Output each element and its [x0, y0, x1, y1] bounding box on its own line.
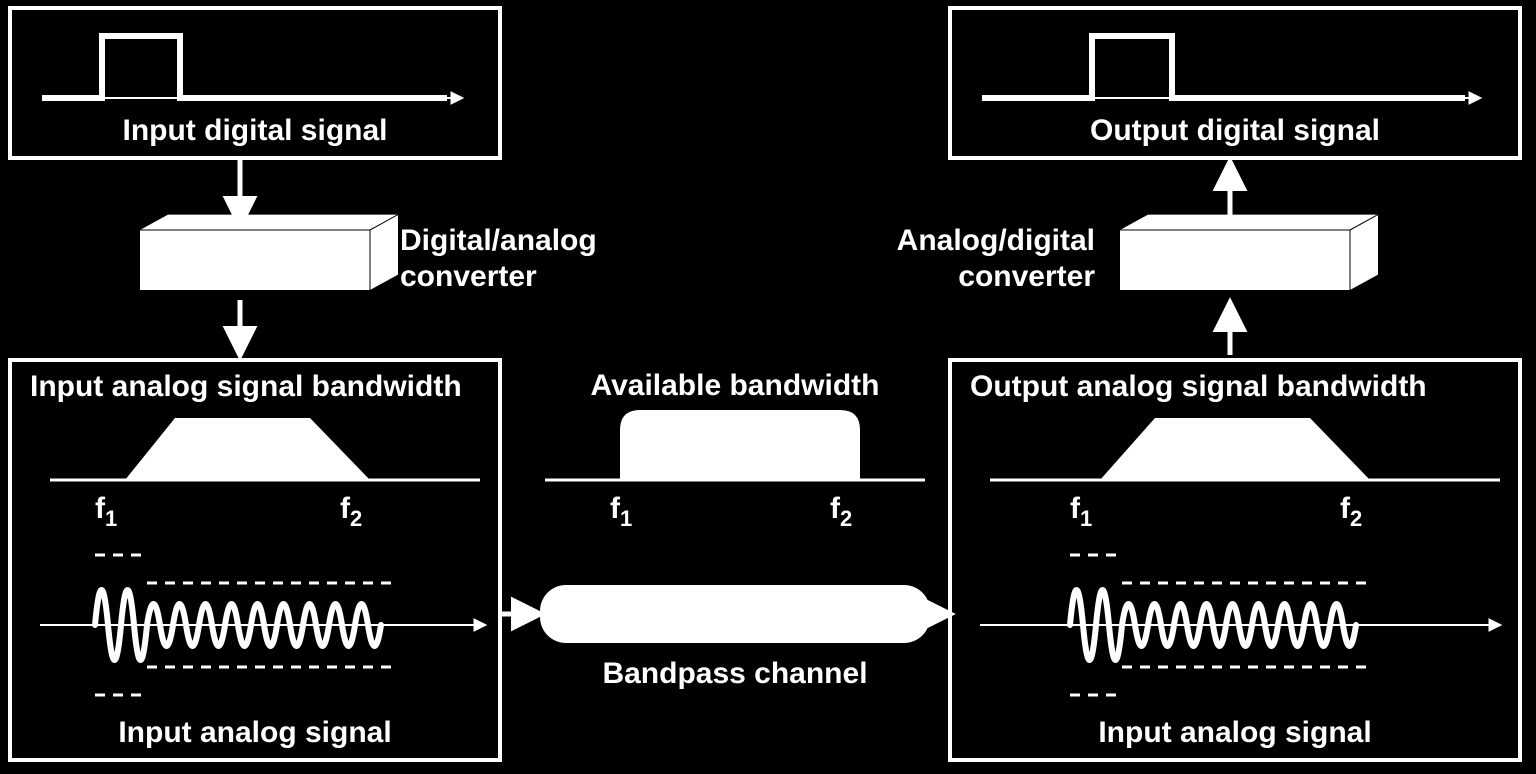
input-bandwidth-label: Input analog signal bandwidth [30, 370, 462, 403]
center-f1: f1 [610, 492, 632, 531]
dac-label-1: Digital/analog [400, 224, 597, 257]
bandpass-channel [540, 585, 930, 643]
output-band-f1: f1 [1070, 492, 1092, 531]
dac-block-front [140, 230, 370, 290]
output-band-f2: f2 [1340, 492, 1362, 531]
available-band-shape [620, 410, 860, 480]
center-f2: f2 [830, 492, 852, 531]
output-trapezoid [1100, 418, 1370, 480]
input-trapezoid [125, 418, 370, 480]
input-digital-label: Input digital signal [123, 114, 388, 147]
bandpass-channel-label: Bandpass channel [602, 657, 867, 690]
output-analog-label: Input analog signal [1098, 716, 1371, 749]
adc-label-1: Analog/digital [897, 224, 1095, 257]
adc-block-top [1120, 215, 1378, 230]
available-bandwidth-label: Available bandwidth [591, 369, 880, 402]
output-bandwidth-label: Output analog signal bandwidth [970, 370, 1427, 403]
adc-block-front [1120, 230, 1350, 290]
input-band-f2: f2 [340, 492, 362, 531]
input-analog-label: Input analog signal [118, 716, 391, 749]
dac-block-top [140, 215, 398, 230]
dac-label-2: converter [400, 260, 537, 293]
adc-label-2: converter [958, 260, 1095, 293]
output-digital-label: Output digital signal [1090, 114, 1380, 147]
output-digital-signal [982, 36, 1465, 98]
input-band-f1: f1 [95, 492, 117, 531]
input-digital-signal [42, 36, 447, 98]
